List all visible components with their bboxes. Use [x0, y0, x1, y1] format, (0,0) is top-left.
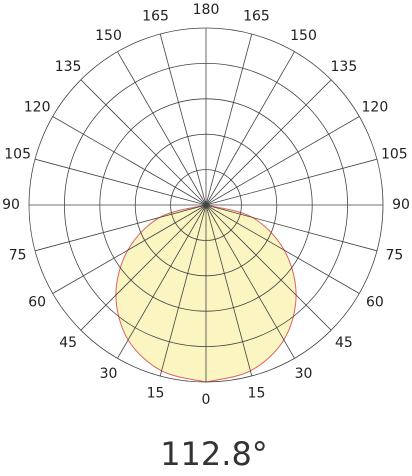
spoke [159, 204, 207, 377]
beam-angle: 112.8° [160, 435, 268, 473]
spoke [205, 204, 378, 252]
spoke [80, 204, 207, 331]
spoke [80, 79, 207, 206]
spoke [34, 158, 207, 206]
angle-label: 120 [362, 100, 389, 116]
spoke [52, 204, 207, 294]
spoke [117, 204, 207, 359]
angle-label: 105 [381, 147, 408, 163]
spoke [159, 33, 207, 206]
angle-label: 60 [28, 295, 46, 311]
angle-label: 15 [147, 385, 165, 401]
spoke [34, 204, 207, 252]
spoke [117, 51, 207, 206]
angle-label: 75 [9, 247, 27, 263]
angle-label: 90 [392, 197, 410, 213]
angle-label: 150 [95, 28, 122, 44]
angle-label: 165 [243, 9, 270, 25]
angle-label: 180 [193, 2, 220, 18]
angle-label: 120 [24, 100, 51, 116]
angle-label: 150 [290, 28, 317, 44]
angle-label: 0 [202, 392, 211, 408]
angle-label: 15 [248, 385, 266, 401]
spoke [205, 51, 295, 206]
spoke [205, 116, 360, 206]
angle-label: 45 [335, 335, 353, 351]
spoke [205, 33, 253, 206]
intensity-area [206, 205, 297, 382]
spoke [205, 204, 332, 331]
angle-label: 90 [2, 197, 20, 213]
spoke [52, 116, 207, 206]
spoke [205, 204, 295, 359]
angle-label: 75 [385, 247, 403, 263]
angle-label: 60 [366, 295, 384, 311]
angle-label: 165 [142, 9, 169, 25]
angle-label: 135 [55, 59, 82, 75]
angle-label: 135 [331, 59, 358, 75]
spoke [205, 158, 378, 206]
spoke [205, 79, 332, 206]
intensity-area [115, 205, 206, 382]
angle-label: 105 [4, 147, 31, 163]
spoke [205, 204, 360, 294]
angle-label: 30 [100, 366, 118, 382]
angle-label: 45 [59, 335, 77, 351]
angle-label: 30 [295, 366, 313, 382]
spoke [205, 204, 253, 377]
